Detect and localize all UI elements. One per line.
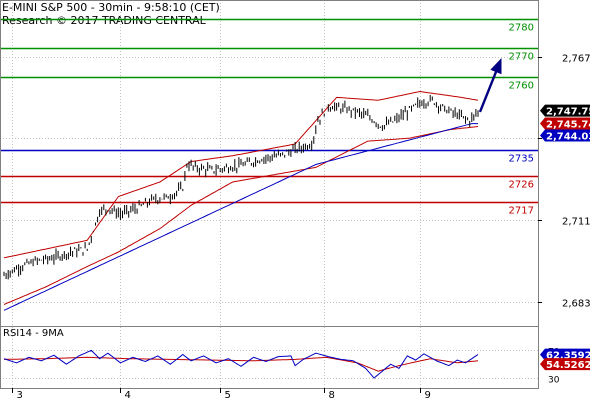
x-tick-label: 5 [225, 390, 231, 400]
badge-text: 2,745.74 [546, 120, 590, 131]
level-label-2726: 2726 [509, 180, 534, 191]
moving-average [3, 123, 478, 311]
rsi-tick-label: 30 [548, 376, 560, 386]
copyright-text: Research © 2017 TRADING CENTRAL [2, 14, 206, 27]
x-tick-label: 4 [125, 390, 131, 400]
price-badge: 2,744.03 [540, 129, 590, 143]
badge-text: 62.3592 [546, 351, 590, 362]
badge-background [540, 104, 590, 117]
rsi-panel-frame [0, 326, 539, 389]
bollinger-lower [3, 126, 479, 305]
level-label-2717: 2717 [509, 206, 534, 217]
x-tick-label: 9 [425, 390, 431, 400]
level-label-2780: 2780 [509, 23, 534, 34]
rsi-line [3, 349, 479, 379]
price-panel-frame [0, 0, 539, 327]
chart-title: E-MINI S&P 500 - 30min - 9:58:10 (CET) [2, 1, 220, 14]
price-series [3, 58, 502, 280]
rsi-panel: RSI14 - 9MA7030 [3, 328, 560, 386]
level-label-2770: 2770 [509, 52, 534, 63]
level-label-2760: 2760 [509, 81, 534, 92]
badge-text: 2,747.75 [546, 107, 590, 118]
price-badge: 2,747.75 [540, 104, 590, 118]
rsi-ma-line [4, 356, 479, 372]
badge-text: 2,744.03 [546, 132, 590, 143]
rsi-title: RSI14 - 9MA [3, 328, 64, 339]
badge-background [540, 117, 590, 130]
grid [0, 0, 538, 388]
badge-background [540, 129, 590, 142]
y-tick-label: 2,683 [562, 299, 590, 310]
x-tick-label: 3 [17, 390, 23, 400]
bollinger-upper [3, 90, 479, 259]
badge-background [540, 348, 590, 361]
rsi-badge: 62.3592 [540, 348, 590, 362]
y-tick-label: 2,767 [562, 54, 590, 65]
y-tick-label: 2,711 [562, 217, 590, 228]
rsi-badge: 54.5262 [540, 358, 590, 371]
key-levels: 2780 2770 2760 2735 2726 2717 [0, 18, 538, 217]
bollinger-bands [3, 90, 479, 311]
badge-background [540, 358, 590, 371]
arrow-head [490, 58, 502, 75]
price-badge: 2,745.74 [540, 117, 590, 131]
badge-text: 54.5262 [546, 360, 590, 371]
x-tick-label: 8 [329, 390, 335, 400]
level-label-2735: 2735 [509, 154, 534, 165]
